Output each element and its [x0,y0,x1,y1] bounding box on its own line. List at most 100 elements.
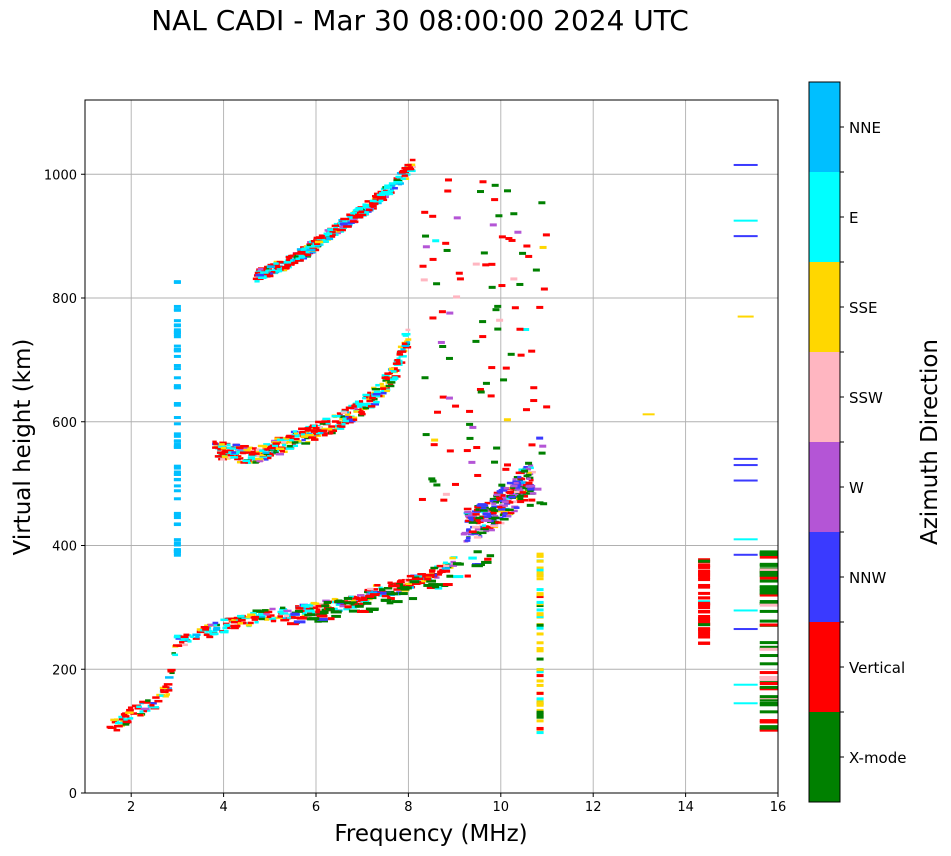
echo-point [339,415,345,419]
echo-point [473,446,481,450]
echo-point [259,449,267,452]
echo-point [205,629,212,633]
echo-point [329,231,336,234]
echo-point [500,378,508,382]
echo-point [401,342,408,345]
echo-point [481,560,492,564]
echo-point [376,198,382,201]
echo-point [456,277,464,281]
echo-point [242,459,251,463]
echo-point [698,570,711,574]
echo-point [264,448,270,451]
echo-point [173,538,181,542]
echo-point [443,569,451,573]
echo-point [257,269,264,273]
echo-point [311,424,317,428]
echo-point [362,203,367,206]
echo-point [471,517,477,520]
echo-point [321,433,328,437]
echo-point [306,244,311,247]
echo-point [453,216,461,220]
echo-point [416,577,424,581]
echo-point [515,471,525,475]
echo-point [472,513,480,516]
echo-point [536,566,544,570]
echo-point [317,431,327,435]
echo-point [422,245,430,249]
echo-point [226,443,231,446]
echo-point [357,609,369,613]
echo-point [436,564,444,568]
echo-point [474,528,484,531]
echo-point [318,234,325,237]
echo-point [267,446,276,450]
echo-point [536,554,544,558]
echo-point [411,577,420,581]
echo-point [152,696,160,699]
echo-point [500,494,506,497]
echo-point [452,562,462,566]
echo-point [506,481,515,485]
echo-point [222,626,228,630]
echo-point [181,637,190,640]
echo-point [525,467,532,471]
echo-point [227,454,235,457]
echo-point [759,701,778,705]
colorbar-tick-label: E [849,209,858,227]
echo-point [383,586,393,590]
echo-point [759,685,778,689]
echo-point [471,564,483,568]
echo-point [536,613,544,617]
echo-point [526,477,531,480]
echo-point [221,450,229,454]
echo-point [359,603,365,606]
echo-point [173,328,181,332]
echo-point [150,701,157,705]
echo-point [364,203,371,207]
echo-point [257,276,267,280]
echo-point [113,724,123,728]
echo-point [262,613,270,616]
echo-point [384,389,390,393]
echo-point [507,511,515,515]
echo-point [408,597,418,601]
echo-point [283,609,292,613]
echo-point [477,531,487,535]
echo-point [536,574,544,578]
echo-point [528,498,536,502]
echo-point [379,382,384,386]
echo-point [528,443,536,447]
echo-point [530,386,538,390]
echo-point [331,414,341,418]
echo-point [291,437,300,441]
echo-point [733,479,758,482]
echo-point [422,433,430,437]
colorbar-tick-label: Vertical [849,659,905,677]
echo-point [493,495,500,498]
echo-point [295,606,304,610]
echo-point [173,354,181,358]
echo-point [444,189,452,193]
echo-point [536,674,544,678]
echo-point [733,235,758,238]
echo-point [479,509,488,512]
echo-point [378,588,386,592]
echo-point [239,451,249,454]
echo-point [396,591,402,594]
echo-point [369,396,376,400]
echo-point [481,524,486,527]
echo-point [212,628,221,631]
echo-point [698,617,711,621]
echo-point [364,211,369,214]
echo-point [502,514,512,518]
echo-point [286,440,295,444]
echo-point [491,460,499,464]
echo-point [259,458,269,461]
echo-point [759,588,778,592]
echo-point [285,435,295,438]
echo-point [525,254,533,258]
echo-point [265,269,270,272]
echo-point [420,278,428,282]
echo-point [382,379,391,382]
echo-point [353,405,363,408]
